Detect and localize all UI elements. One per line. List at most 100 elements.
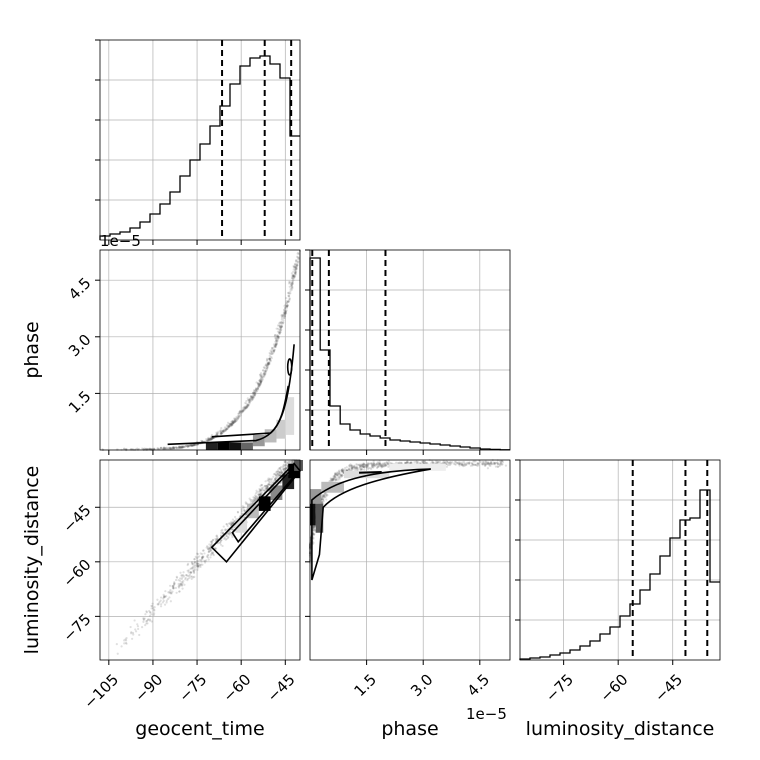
scatter-point [353, 467, 356, 470]
scatter-point [219, 543, 223, 546]
scatter-point [216, 536, 219, 539]
contour-blob-tp [286, 358, 293, 376]
scatter-point [367, 462, 371, 466]
scatter-point [210, 540, 214, 543]
scatter-point [220, 539, 223, 542]
scatter-point [468, 461, 471, 464]
scatter-point [421, 460, 424, 463]
density-cell-pd-4 [343, 470, 390, 479]
scatter-point [458, 463, 461, 466]
scatter-point [265, 369, 268, 372]
scatter-point [208, 438, 211, 442]
scatter-point [253, 390, 256, 393]
scatter-point [175, 446, 178, 449]
scatter-point [332, 477, 335, 480]
scatter-point [129, 625, 132, 629]
scatter-point [331, 478, 334, 482]
scatter-point [334, 477, 338, 480]
scatter-point [260, 379, 263, 383]
scatter-point [181, 584, 184, 587]
scatter-point [282, 467, 285, 470]
scatter-point [275, 471, 278, 474]
scatter-point [186, 569, 189, 572]
scatter-point [363, 466, 366, 469]
scatter-point [141, 626, 144, 629]
scatter-point [220, 432, 223, 435]
scatter-point [186, 445, 190, 448]
scatter-point [453, 463, 456, 466]
scatter-point [177, 582, 180, 586]
scatter-point [253, 499, 256, 502]
scatter-point [188, 444, 191, 447]
scatter-point [263, 372, 266, 375]
scatter-point [269, 483, 272, 486]
scatter-point [256, 386, 259, 390]
scatter-point [350, 466, 353, 469]
scatter-point [236, 414, 240, 417]
scatter-point [470, 462, 474, 465]
scatter-point [205, 546, 208, 549]
scatter-point [274, 337, 277, 340]
scatter-point [382, 463, 385, 467]
scatter-point [355, 465, 358, 468]
scatter-point [461, 464, 464, 467]
scatter-point [294, 266, 297, 269]
scatter-point [115, 642, 118, 646]
scatter-point [251, 398, 254, 401]
scatter-point [188, 444, 191, 447]
scatter-point [376, 465, 380, 468]
scatter-point [142, 618, 145, 622]
scatter-point [321, 498, 324, 501]
scatter-point [216, 432, 219, 435]
scatter-point [292, 265, 295, 269]
scatter-point [287, 294, 290, 297]
scatter-point [219, 541, 222, 544]
scatter-point [290, 284, 293, 287]
scatter-point [361, 464, 364, 467]
scatter-point [254, 497, 258, 500]
scatter-point [186, 579, 189, 582]
scatter-point [220, 432, 223, 435]
scatter-point [381, 465, 384, 468]
scatter-point [184, 445, 187, 448]
scatter-point [267, 363, 270, 366]
scatter-point [465, 463, 468, 466]
scatter-point [206, 439, 209, 442]
scatter-point [206, 545, 209, 548]
scatter-point [274, 343, 277, 347]
scatter-point [258, 494, 261, 497]
scatter-point [267, 483, 270, 486]
scatter-point [261, 379, 264, 382]
scatter-point [146, 618, 150, 621]
scatter-point [321, 495, 324, 499]
scatter-point [249, 500, 252, 504]
scatter-point [170, 592, 173, 595]
scatter-point [263, 373, 266, 376]
scatter-point [209, 438, 212, 441]
scatter-point [296, 264, 299, 267]
scatter-point [376, 466, 379, 470]
scatter-point [416, 460, 419, 463]
scatter-point [179, 446, 182, 449]
scatter-point [193, 558, 196, 561]
scatter-point [255, 497, 258, 500]
scatter-point [193, 564, 197, 567]
scatter-point [295, 267, 298, 270]
scatter-point [246, 405, 249, 408]
scatter-point [358, 465, 362, 468]
scatter-point [473, 463, 476, 466]
scatter-point [290, 283, 294, 287]
scatter-point [280, 325, 283, 328]
scatter-point [268, 481, 271, 484]
scatter-point [398, 461, 401, 464]
scatter-point [152, 607, 155, 610]
scatter-point [172, 446, 175, 450]
scatter-point [266, 485, 269, 488]
scatter-point [259, 493, 262, 496]
scatter-point [293, 276, 296, 279]
scatter-point [372, 459, 375, 463]
scatter-point [294, 271, 297, 275]
scatter-point [283, 460, 286, 463]
scatter-point [125, 636, 128, 640]
scatter-point [167, 447, 170, 450]
